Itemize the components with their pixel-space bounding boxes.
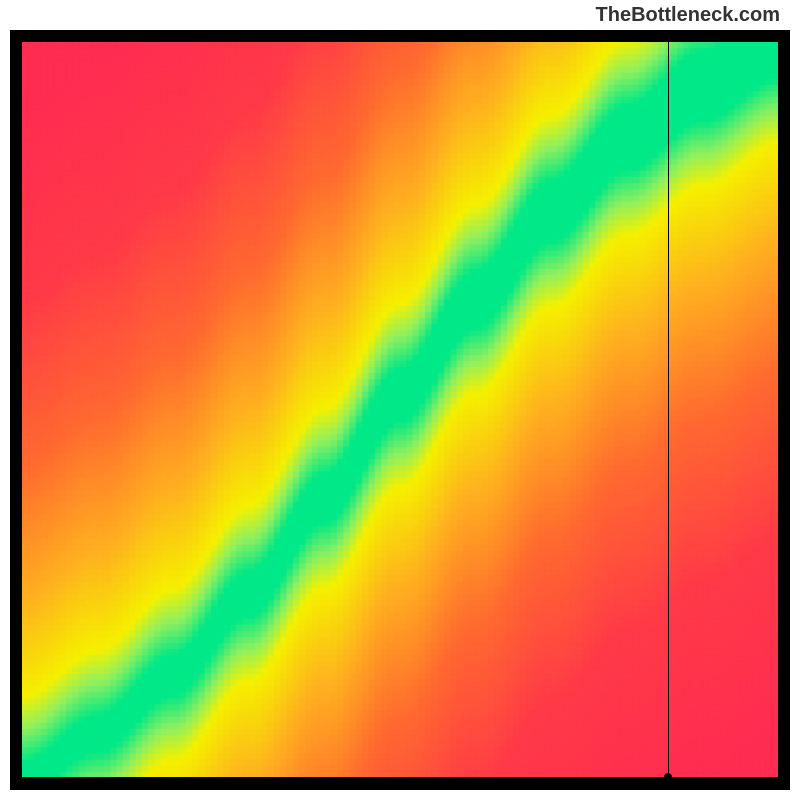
plot-area [22,42,778,778]
watermark-text: TheBottleneck.com [596,4,780,27]
marker-dot [664,773,672,781]
crosshair-vertical [668,42,669,778]
chart-frame [10,30,790,790]
heatmap-canvas [22,42,778,778]
